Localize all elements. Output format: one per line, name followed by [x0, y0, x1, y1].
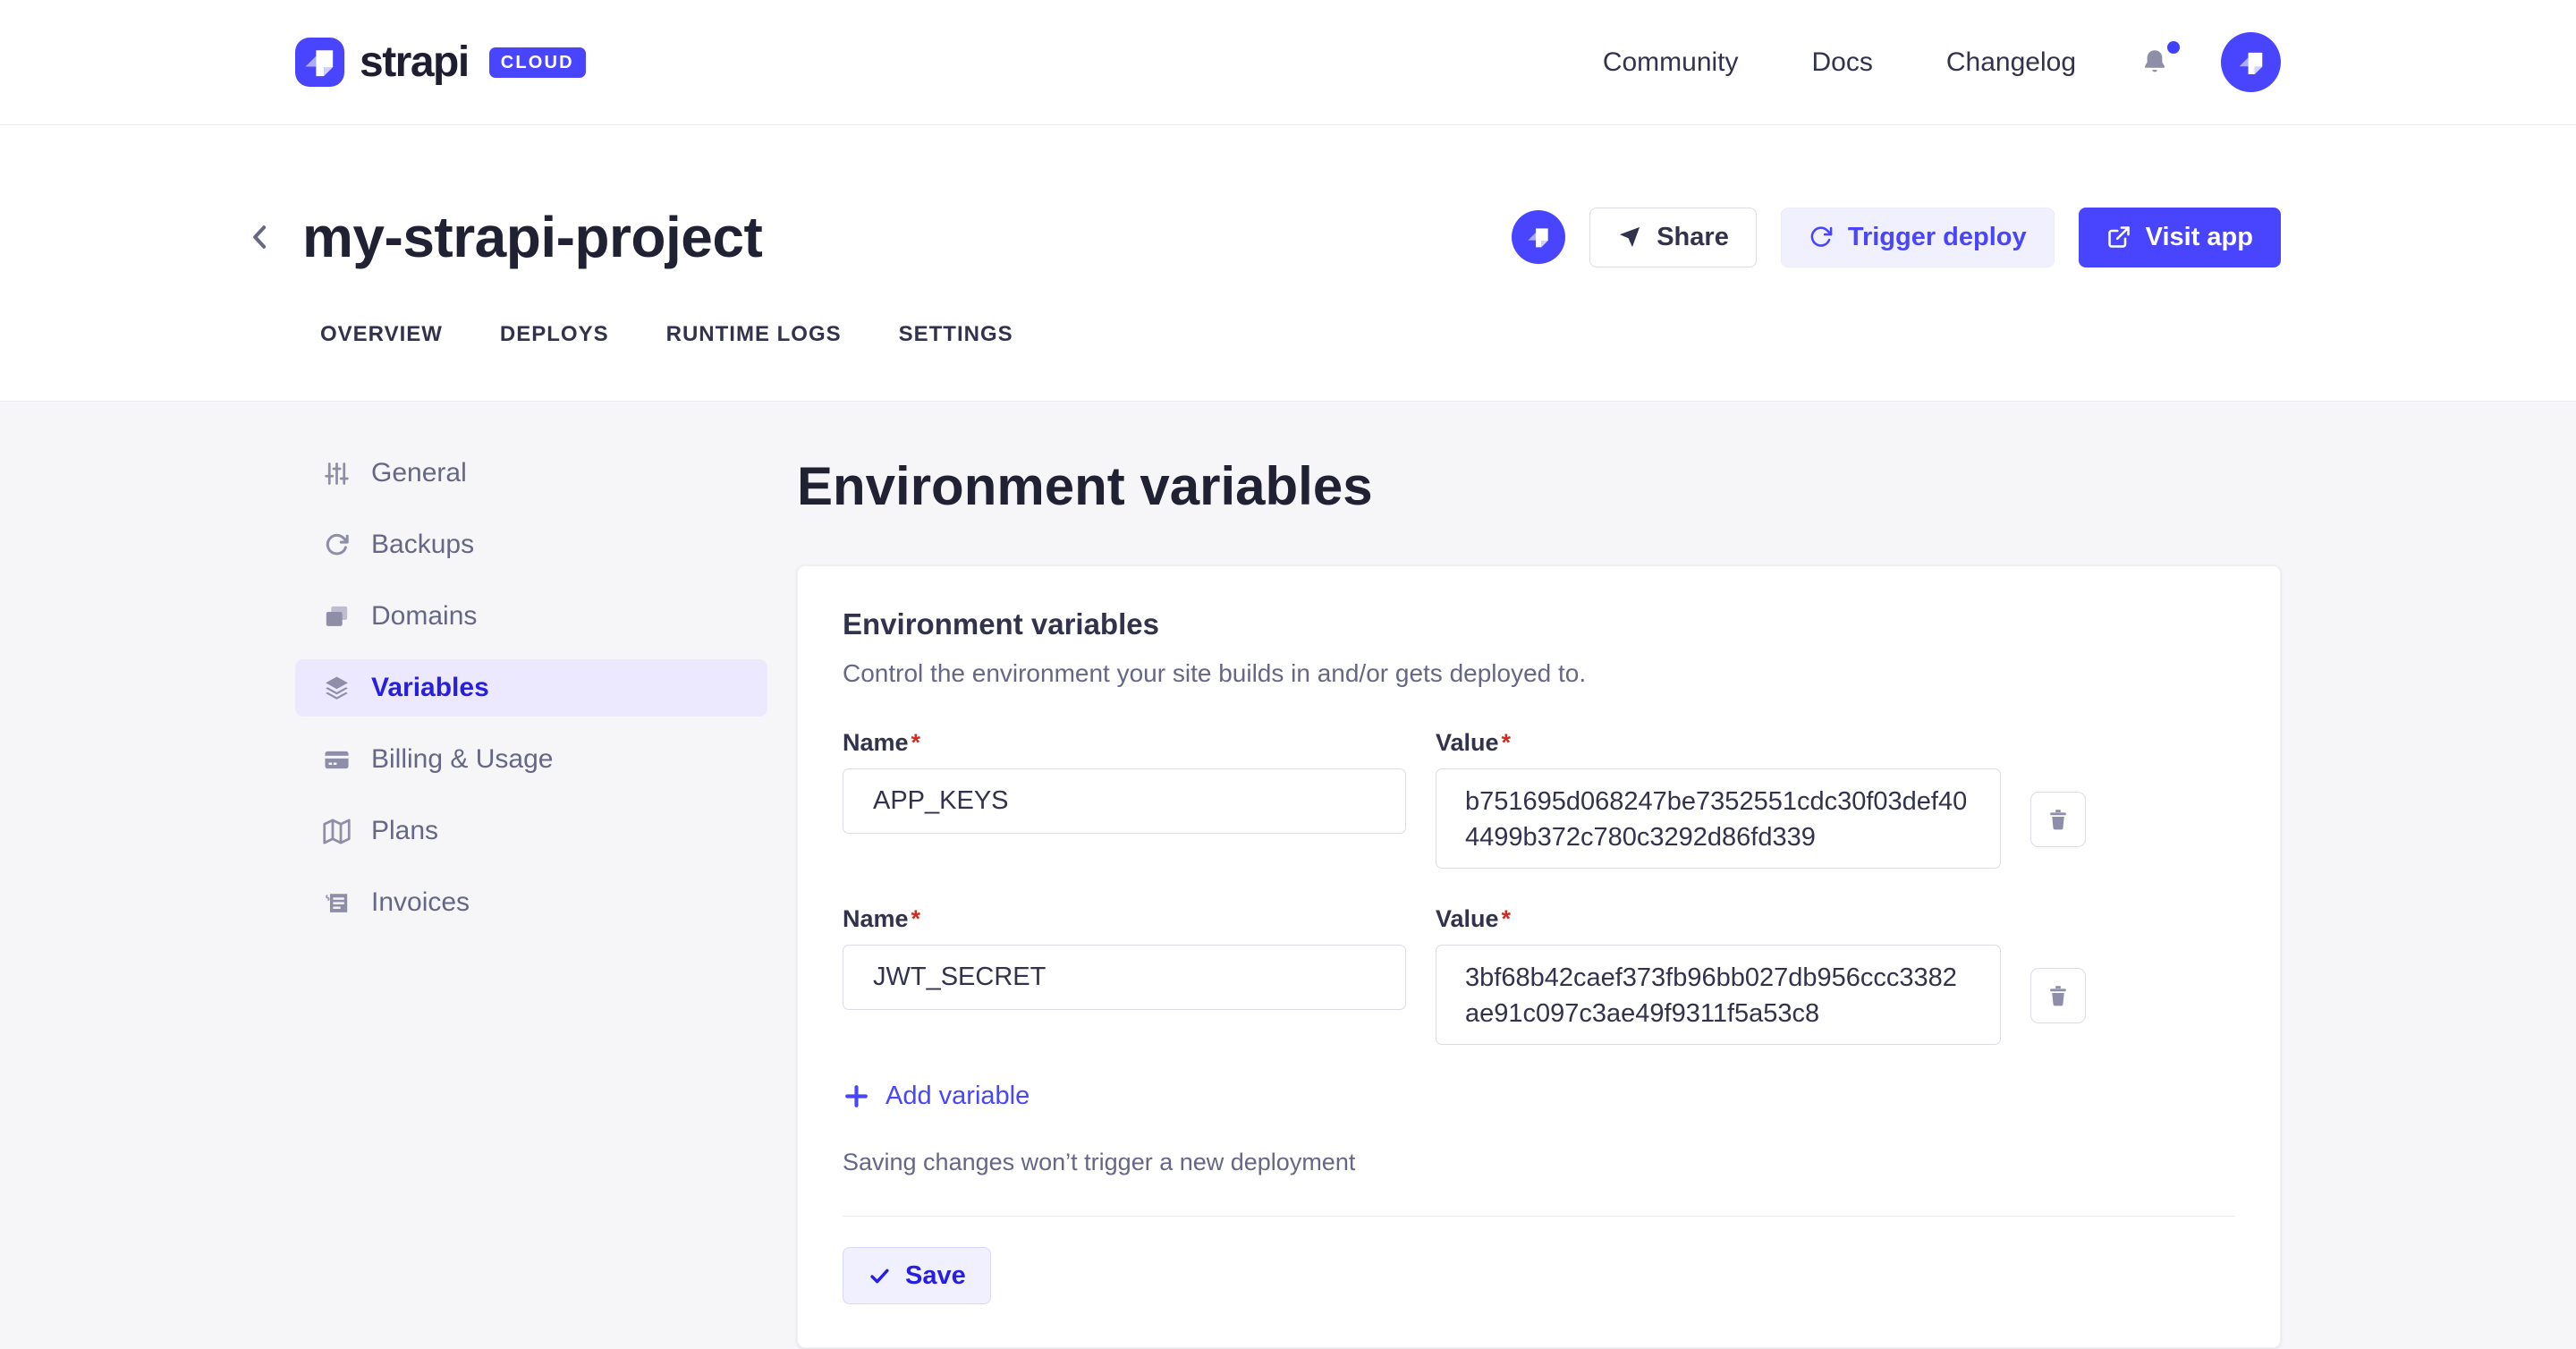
- tab-deploys[interactable]: DEPLOYS: [499, 322, 609, 346]
- project-actions: Share Trigger deploy Visit app: [1512, 207, 2281, 267]
- settings-sidebar: General Backups Domains Variables: [295, 445, 767, 1348]
- tab-settings[interactable]: SETTINGS: [898, 322, 1013, 346]
- send-icon: [1620, 226, 1640, 248]
- share-label: Share: [1657, 222, 1729, 251]
- required-asterisk: *: [1501, 905, 1512, 932]
- sidebar-item-label: General: [371, 458, 467, 488]
- sidebar-item-general[interactable]: General: [295, 445, 767, 502]
- strapi-avatar-icon: [2239, 52, 2262, 74]
- cloud-badge: CLOUD: [488, 47, 586, 78]
- sliders-icon: [325, 462, 349, 485]
- notifications-button[interactable]: [2139, 40, 2180, 79]
- project-header: my-strapi-project Share: [0, 125, 2576, 402]
- strapi-avatar-icon: [1528, 228, 1548, 248]
- required-asterisk: *: [911, 729, 921, 756]
- back-button[interactable]: [240, 216, 281, 258]
- share-button[interactable]: Share: [1589, 207, 1757, 267]
- page-title: Environment variables: [797, 456, 1373, 516]
- sidebar-item-label: Billing & Usage: [371, 744, 554, 774]
- trash-icon: [2050, 986, 2066, 1006]
- nav-link-community[interactable]: Community: [1602, 47, 1739, 77]
- notification-dot: [2167, 40, 2180, 54]
- visit-app-button[interactable]: Visit app: [2078, 207, 2281, 267]
- sidebar-item-label: Invoices: [371, 887, 470, 917]
- rotate-cw-icon: [326, 533, 349, 555]
- sidebar-item-label: Plans: [371, 816, 439, 845]
- variable-value-input[interactable]: 3bf68b42caef373fb96bb027db956ccc3382ae91…: [1436, 945, 2001, 1045]
- brand-wordmark: strapi: [360, 38, 470, 86]
- sidebar-item-billing-usage[interactable]: Billing & Usage: [295, 731, 767, 788]
- trigger-deploy-label: Trigger deploy: [1847, 222, 2027, 251]
- variable-name-input[interactable]: [843, 768, 1406, 834]
- trash-icon: [2050, 810, 2066, 830]
- value-label: Value *: [1436, 905, 1512, 932]
- settings-main: Environment variables Environment variab…: [797, 445, 2281, 1348]
- variable-row: Name* Value* b751695d068247be7352551cdc3…: [843, 729, 2235, 873]
- strapi-logo-icon: [295, 38, 344, 87]
- project-tabs: OVERVIEW DEPLOYS RUNTIME LOGS SETTINGS: [320, 322, 2281, 347]
- user-avatar[interactable]: [2221, 32, 2281, 92]
- delete-variable-button[interactable]: [2030, 792, 2086, 847]
- card-title: Environment variables: [843, 607, 1159, 641]
- save-note: Saving changes won’t trigger a new deplo…: [843, 1149, 1356, 1175]
- chevron-left-icon: [253, 225, 267, 249]
- add-variable-label: Add variable: [886, 1082, 1030, 1110]
- sidebar-item-label: Domains: [371, 601, 478, 631]
- check-icon: [870, 1268, 889, 1283]
- name-label: Name *: [843, 729, 921, 756]
- save-button[interactable]: Save: [843, 1247, 991, 1304]
- refresh-icon: [1810, 226, 1833, 247]
- map-icon: [323, 818, 351, 844]
- plus-icon: [845, 1085, 868, 1107]
- tab-overview[interactable]: OVERVIEW: [320, 322, 443, 346]
- card-description: Control the environment your site builds…: [843, 659, 1587, 687]
- add-variable-button[interactable]: Add variable: [843, 1082, 1030, 1111]
- variable-value-input[interactable]: b751695d068247be7352551cdc30f03def404499…: [1436, 768, 2001, 869]
- sidebar-item-backups[interactable]: Backups: [295, 516, 767, 573]
- sidebar-item-domains[interactable]: Domains: [295, 588, 767, 645]
- trigger-deploy-button[interactable]: Trigger deploy: [1780, 207, 2055, 267]
- project-title: my-strapi-project: [302, 205, 763, 269]
- nav-link-changelog[interactable]: Changelog: [1945, 47, 2076, 77]
- required-asterisk: *: [1501, 729, 1512, 756]
- external-link-icon: [2107, 226, 2130, 248]
- project-avatar[interactable]: [1512, 210, 1566, 264]
- top-nav: Community Docs Changelog: [1603, 32, 2281, 92]
- variable-row: Name* Value* 3bf68b42caef373fb96bb027db9…: [843, 905, 2235, 1049]
- sidebar-item-invoices[interactable]: Invoices: [295, 874, 767, 931]
- brand-home-link[interactable]: strapi CLOUD: [295, 38, 586, 87]
- variable-name-input[interactable]: [843, 945, 1406, 1010]
- name-label: Name *: [843, 905, 921, 932]
- sidebar-item-label: Backups: [371, 530, 475, 559]
- top-navbar: strapi CLOUD Community Docs Changelog: [0, 0, 2576, 125]
- nav-link-docs[interactable]: Docs: [1811, 47, 1873, 77]
- env-variables-card: Environment variables Control the enviro…: [797, 565, 2281, 1348]
- credit-card-icon: [325, 751, 349, 768]
- value-label: Value *: [1436, 729, 1512, 756]
- invoice-icon: [326, 893, 348, 912]
- bell-icon: [2144, 49, 2165, 72]
- browser-stack-icon: [326, 606, 348, 626]
- sidebar-item-label: Variables: [371, 673, 489, 702]
- settings-content: General Backups Domains Variables: [0, 402, 2576, 1348]
- delete-variable-button[interactable]: [2030, 968, 2086, 1023]
- sidebar-item-variables[interactable]: Variables: [295, 659, 767, 717]
- divider: [843, 1216, 2235, 1217]
- required-asterisk: *: [911, 905, 921, 932]
- layers-icon: [326, 675, 348, 700]
- visit-app-label: Visit app: [2145, 222, 2253, 251]
- tab-runtime-logs[interactable]: RUNTIME LOGS: [665, 322, 842, 346]
- sidebar-item-plans[interactable]: Plans: [295, 802, 767, 860]
- save-label: Save: [905, 1260, 966, 1290]
